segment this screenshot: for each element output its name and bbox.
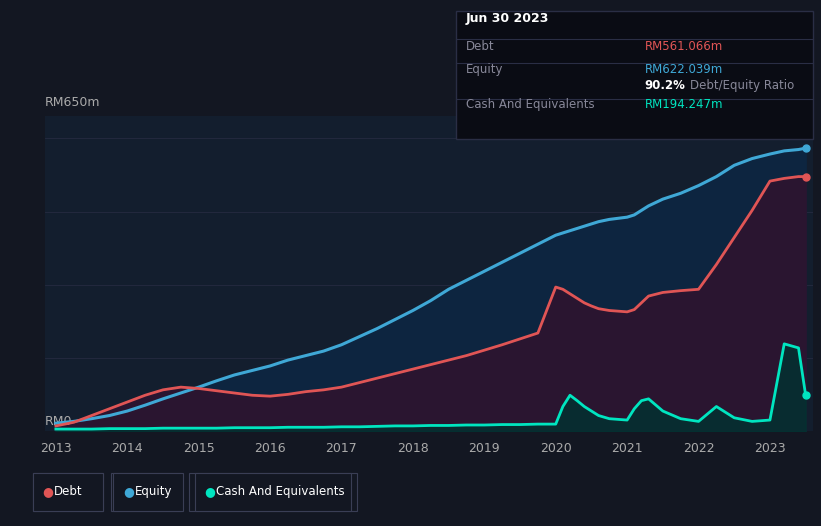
Text: RM194.247m: RM194.247m: [644, 98, 723, 111]
Text: ●: ●: [43, 485, 53, 498]
Text: Equity: Equity: [135, 485, 172, 498]
Text: 90.2%: 90.2%: [644, 79, 686, 93]
Text: ●: ●: [204, 485, 215, 498]
Text: RM561.066m: RM561.066m: [644, 40, 722, 53]
Text: Equity: Equity: [466, 63, 503, 76]
Text: Debt/Equity Ratio: Debt/Equity Ratio: [690, 79, 794, 93]
Text: Cash And Equivalents: Cash And Equivalents: [466, 98, 594, 111]
Text: Jun 30 2023: Jun 30 2023: [466, 12, 549, 25]
Text: Cash And Equivalents: Cash And Equivalents: [216, 485, 345, 498]
Text: RM0: RM0: [45, 415, 72, 428]
Text: Debt: Debt: [54, 485, 83, 498]
Text: RM650m: RM650m: [45, 96, 101, 109]
Text: Debt: Debt: [466, 40, 494, 53]
Text: ●: ●: [123, 485, 134, 498]
Text: RM622.039m: RM622.039m: [644, 63, 722, 76]
